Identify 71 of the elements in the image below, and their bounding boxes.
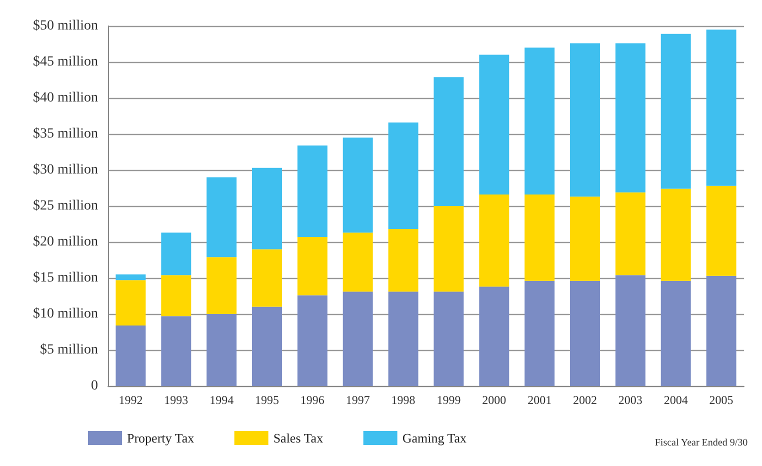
bar xyxy=(660,188,691,281)
bar xyxy=(342,138,373,233)
x-tick-label: 1999 xyxy=(436,393,461,407)
bar xyxy=(206,177,237,258)
text: Fiscal Year Ended 9/30 xyxy=(654,438,748,448)
bar xyxy=(479,286,510,386)
x-tick-label: 1995 xyxy=(255,393,279,407)
bar xyxy=(161,316,192,386)
bar xyxy=(161,275,192,316)
bar xyxy=(252,249,282,307)
bar xyxy=(706,30,736,186)
bar xyxy=(388,122,418,230)
bar xyxy=(161,232,192,276)
y-tick-label: $5 million xyxy=(40,342,98,358)
x-tick-label: 2002 xyxy=(573,393,597,407)
x-tick-label: 2001 xyxy=(528,393,552,407)
y-tick-label: $40 million xyxy=(33,90,98,106)
x-tick-label: 2005 xyxy=(709,393,734,407)
bar xyxy=(524,280,555,386)
x-tick-label: 1993 xyxy=(164,393,188,407)
legend-label: Sales Tax xyxy=(273,430,324,446)
bar xyxy=(479,54,510,194)
bar xyxy=(116,280,146,326)
bar xyxy=(660,34,691,189)
bar xyxy=(615,43,646,192)
x-tick-label: 1996 xyxy=(300,393,324,407)
bar xyxy=(116,326,146,386)
bar xyxy=(706,186,736,276)
bar xyxy=(252,168,282,250)
x-tick-label: 1997 xyxy=(346,393,370,407)
x-tick-label: 1994 xyxy=(210,393,234,407)
bar xyxy=(297,236,328,296)
bar xyxy=(342,292,373,386)
legend-label: Property Tax xyxy=(127,430,195,446)
bar xyxy=(434,206,464,292)
bar xyxy=(570,280,600,386)
y-tick-label: $45 million xyxy=(33,54,98,70)
bar xyxy=(388,292,418,386)
bar xyxy=(570,43,600,197)
bar xyxy=(570,196,600,281)
x-tick-label: 1998 xyxy=(391,393,416,407)
y-tick-label: $30 million xyxy=(33,162,98,178)
bar xyxy=(206,314,237,386)
x-tick-label: 1992 xyxy=(118,393,143,407)
y-tick-label: $10 million xyxy=(33,306,98,322)
y-tick-label: $35 million xyxy=(33,126,98,142)
bar xyxy=(297,295,328,386)
bar xyxy=(252,306,282,386)
bar xyxy=(434,292,464,386)
bar xyxy=(206,257,237,314)
bar xyxy=(524,194,555,281)
x-tick-label: 2003 xyxy=(618,393,642,407)
y-tick-label: $15 million xyxy=(33,270,98,286)
y-tick-label: $50 million xyxy=(33,18,98,34)
bar xyxy=(706,276,736,386)
x-tick-label: 2000 xyxy=(482,393,506,407)
y-tick-label: $20 million xyxy=(33,234,98,250)
bar xyxy=(388,229,418,292)
bar xyxy=(297,146,328,237)
bar xyxy=(660,280,691,386)
bar xyxy=(615,275,646,386)
legend-label: Gaming Tax xyxy=(402,430,468,446)
bar xyxy=(434,77,464,206)
y-tick-label: 0 xyxy=(91,378,98,394)
bar xyxy=(342,232,373,292)
x-tick-label: 2004 xyxy=(664,393,688,407)
y-tick-label: $25 million xyxy=(33,198,98,214)
bar xyxy=(116,274,146,280)
bar xyxy=(479,194,510,287)
bar xyxy=(524,48,555,194)
bar xyxy=(615,192,646,276)
